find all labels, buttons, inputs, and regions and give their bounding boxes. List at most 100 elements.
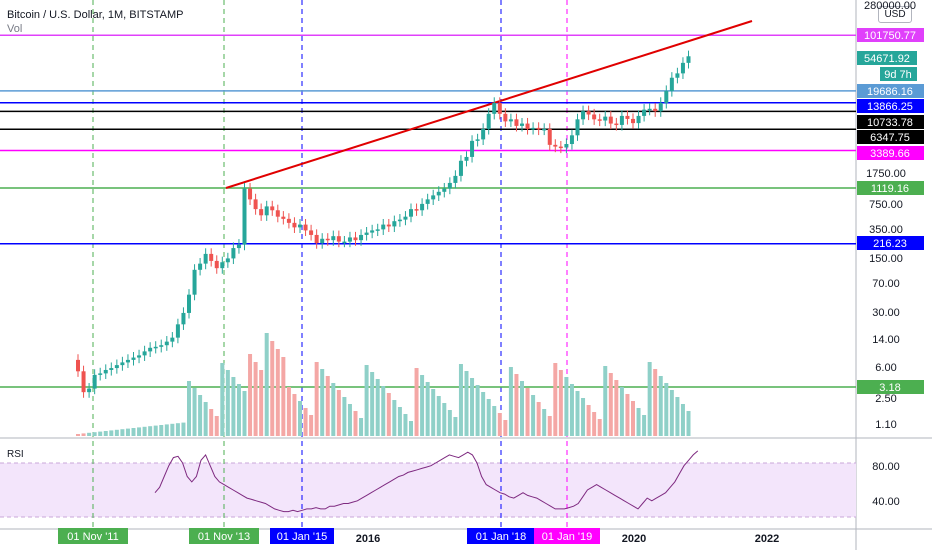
candle — [669, 77, 674, 92]
rsi-label: RSI — [7, 449, 24, 460]
candle — [242, 188, 247, 245]
volume-bar — [403, 414, 408, 436]
candle — [214, 260, 219, 269]
volume-bar — [686, 411, 691, 436]
volume-bar — [292, 394, 297, 436]
volume-bar — [264, 333, 269, 436]
volume-bar — [447, 410, 452, 436]
volume-bar — [503, 420, 508, 436]
volume-bar — [220, 363, 225, 436]
candle — [575, 119, 580, 136]
candle — [503, 113, 508, 122]
candle — [403, 216, 408, 220]
time-marker-label: 01 Nov '13 — [198, 531, 250, 543]
volume-bar — [153, 425, 158, 436]
last-price-label: 54671.92 — [864, 53, 910, 65]
price-level-tag-label: 1119.16 — [871, 183, 909, 195]
volume-bar — [137, 427, 142, 436]
candle — [420, 203, 425, 211]
candle — [270, 206, 275, 211]
candle — [198, 263, 203, 270]
candle — [153, 346, 158, 349]
candle — [475, 139, 480, 141]
price-level-tag-label: 6347.75 — [870, 132, 910, 144]
volume-bar — [475, 385, 480, 436]
candle — [481, 128, 486, 140]
volume-bar — [231, 377, 236, 436]
candle — [686, 56, 691, 63]
time-marker-label: 01 Jan '18 — [476, 531, 526, 543]
candle — [203, 253, 208, 264]
candle — [370, 230, 375, 233]
candle — [631, 118, 635, 124]
candle — [658, 102, 663, 112]
candle — [414, 209, 419, 211]
candle — [87, 388, 92, 393]
candle — [109, 368, 114, 370]
candle — [325, 238, 330, 241]
volume-bar — [386, 393, 391, 436]
candle — [597, 119, 602, 121]
price-level-tag-label: 10733.78 — [867, 117, 913, 129]
time-marker-tag — [467, 528, 535, 544]
volume-bar — [536, 402, 541, 436]
currency-button[interactable]: USD — [878, 6, 912, 23]
price-level-tag-label: 13866.25 — [867, 101, 913, 113]
candle — [592, 114, 597, 120]
candle — [680, 62, 685, 74]
candle — [458, 160, 463, 176]
candle — [225, 258, 230, 263]
volume-bar — [442, 403, 447, 436]
candle — [364, 232, 369, 235]
candle — [286, 218, 291, 223]
volume-bar — [209, 409, 214, 436]
volume-bar — [675, 397, 680, 436]
volume-bar — [370, 372, 375, 436]
last-price-tag — [857, 51, 917, 65]
candle — [409, 209, 413, 217]
volume-bar — [680, 404, 685, 436]
volume-bar — [647, 362, 652, 436]
time-marker-tag — [270, 528, 334, 544]
volume-bar — [492, 406, 497, 436]
volume-bar — [425, 382, 430, 436]
candle — [320, 238, 325, 244]
candle — [675, 73, 680, 78]
volume-bar — [76, 434, 80, 436]
volume-bar — [508, 367, 513, 436]
volume-bar — [569, 384, 574, 436]
volume-bar — [375, 379, 380, 436]
volume-bar — [214, 416, 219, 436]
candle — [547, 128, 552, 145]
volume-bar — [125, 428, 130, 436]
candle — [331, 236, 336, 241]
volume-bar — [281, 357, 286, 436]
volume-bar — [347, 404, 352, 436]
volume-bar — [331, 383, 336, 436]
volume-bar — [336, 390, 341, 436]
candle — [309, 230, 314, 235]
candle — [314, 234, 319, 244]
time-marker-tag — [189, 528, 259, 544]
candle — [636, 115, 641, 124]
price-level-tag — [857, 380, 924, 394]
candle — [120, 362, 125, 366]
volume-bar — [381, 386, 386, 436]
candle — [558, 146, 563, 149]
volume-bar — [625, 394, 630, 436]
candle — [497, 102, 502, 114]
volume-bar — [636, 408, 641, 436]
volume-bar — [236, 384, 241, 436]
volume-bar — [187, 381, 191, 436]
candle — [98, 373, 103, 375]
volume-bar — [198, 395, 203, 436]
volume-label: Vol — [7, 23, 23, 35]
volume-bar — [103, 431, 108, 436]
volume-bar — [409, 421, 413, 436]
candle — [164, 341, 169, 346]
price-level-tag — [857, 130, 924, 144]
price-tick-label: 70.00 — [872, 278, 900, 290]
volume-bar — [558, 370, 563, 436]
candle — [248, 188, 253, 200]
